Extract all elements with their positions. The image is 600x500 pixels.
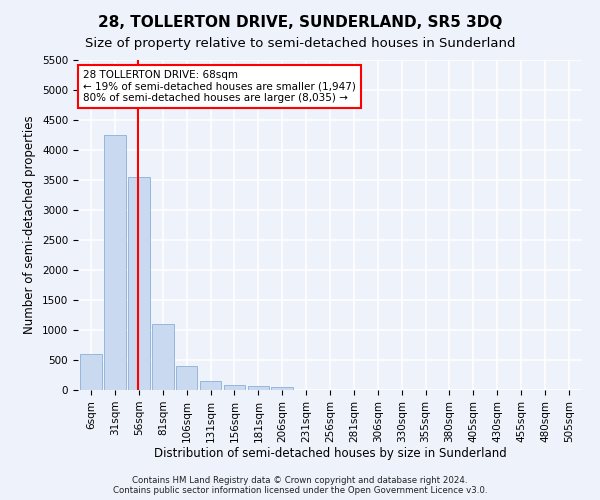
Text: Contains HM Land Registry data © Crown copyright and database right 2024.
Contai: Contains HM Land Registry data © Crown c… <box>113 476 487 495</box>
Y-axis label: Number of semi-detached properties: Number of semi-detached properties <box>23 116 37 334</box>
X-axis label: Distribution of semi-detached houses by size in Sunderland: Distribution of semi-detached houses by … <box>154 448 506 460</box>
Bar <box>224 385 245 390</box>
Bar <box>271 387 293 390</box>
Bar <box>80 354 102 390</box>
Bar <box>176 366 197 390</box>
Bar <box>104 135 126 390</box>
Bar <box>128 177 149 390</box>
Text: 28, TOLLERTON DRIVE, SUNDERLAND, SR5 3DQ: 28, TOLLERTON DRIVE, SUNDERLAND, SR5 3DQ <box>98 15 502 30</box>
Text: Size of property relative to semi-detached houses in Sunderland: Size of property relative to semi-detach… <box>85 38 515 51</box>
Bar <box>248 386 269 390</box>
Text: 28 TOLLERTON DRIVE: 68sqm
← 19% of semi-detached houses are smaller (1,947)
80% : 28 TOLLERTON DRIVE: 68sqm ← 19% of semi-… <box>83 70 356 103</box>
Bar <box>152 324 173 390</box>
Bar <box>200 381 221 390</box>
